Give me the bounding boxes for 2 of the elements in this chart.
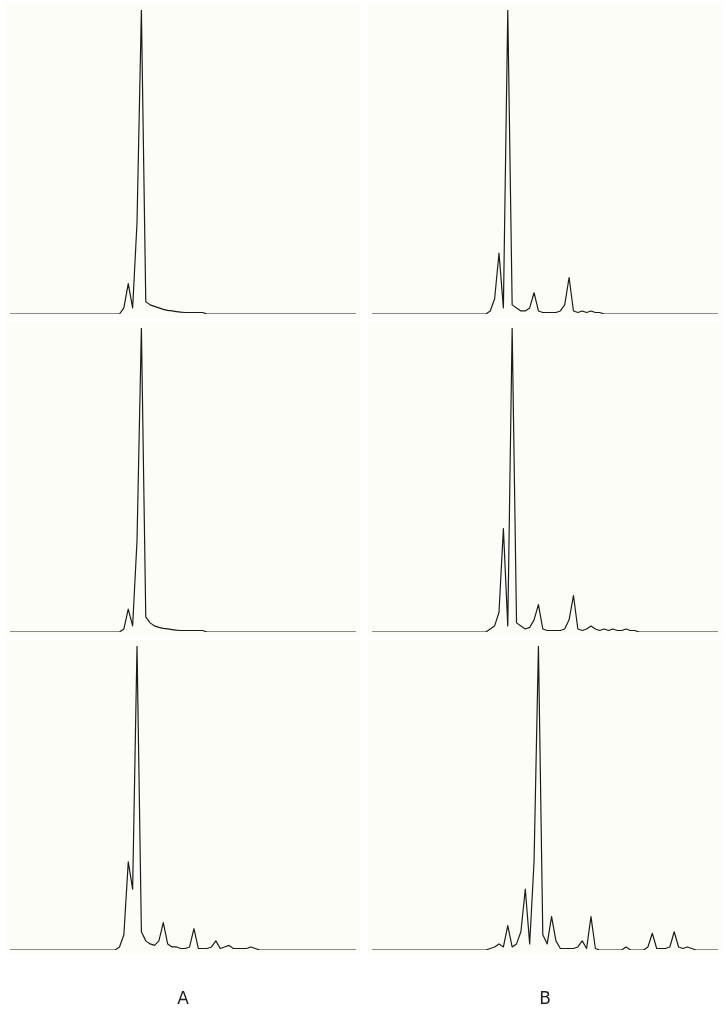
x-axis-title: B [368, 988, 722, 1008]
x-axis-title: A [6, 988, 360, 1008]
